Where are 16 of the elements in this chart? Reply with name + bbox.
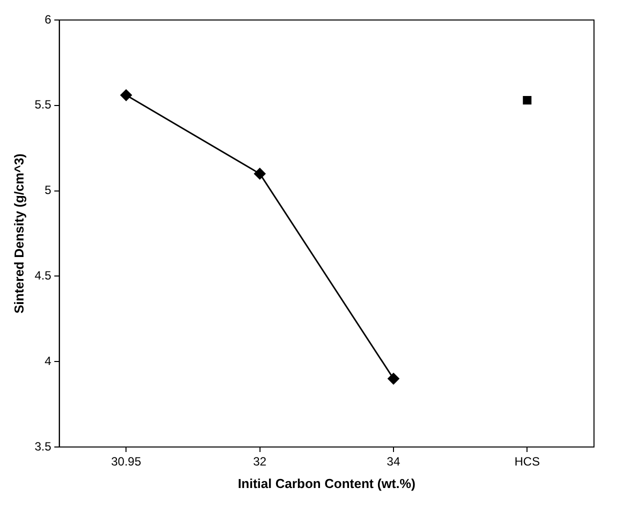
x-tick-label: HCS [514, 454, 540, 469]
x-axis-title: Initial Carbon Content (wt.%) [238, 476, 416, 491]
y-tick-label: 4 [44, 354, 52, 368]
point [254, 168, 266, 180]
point [522, 96, 532, 105]
y-axis-title: Sintered Density (g/cm^3) [11, 153, 26, 314]
point [388, 372, 400, 384]
x-tick-label: 32 [253, 454, 267, 469]
x-tick-label: 34 [386, 454, 400, 469]
y-tick-label: 3.5 [34, 439, 52, 454]
point [120, 89, 132, 101]
y-tick-label: 6 [44, 12, 52, 26]
y-tick-label: 5 [44, 183, 52, 198]
y-tick-label: 4.5 [34, 268, 52, 283]
y-tick-label: 5.5 [34, 98, 52, 112]
x-tick-label: 30.95 [111, 454, 142, 469]
